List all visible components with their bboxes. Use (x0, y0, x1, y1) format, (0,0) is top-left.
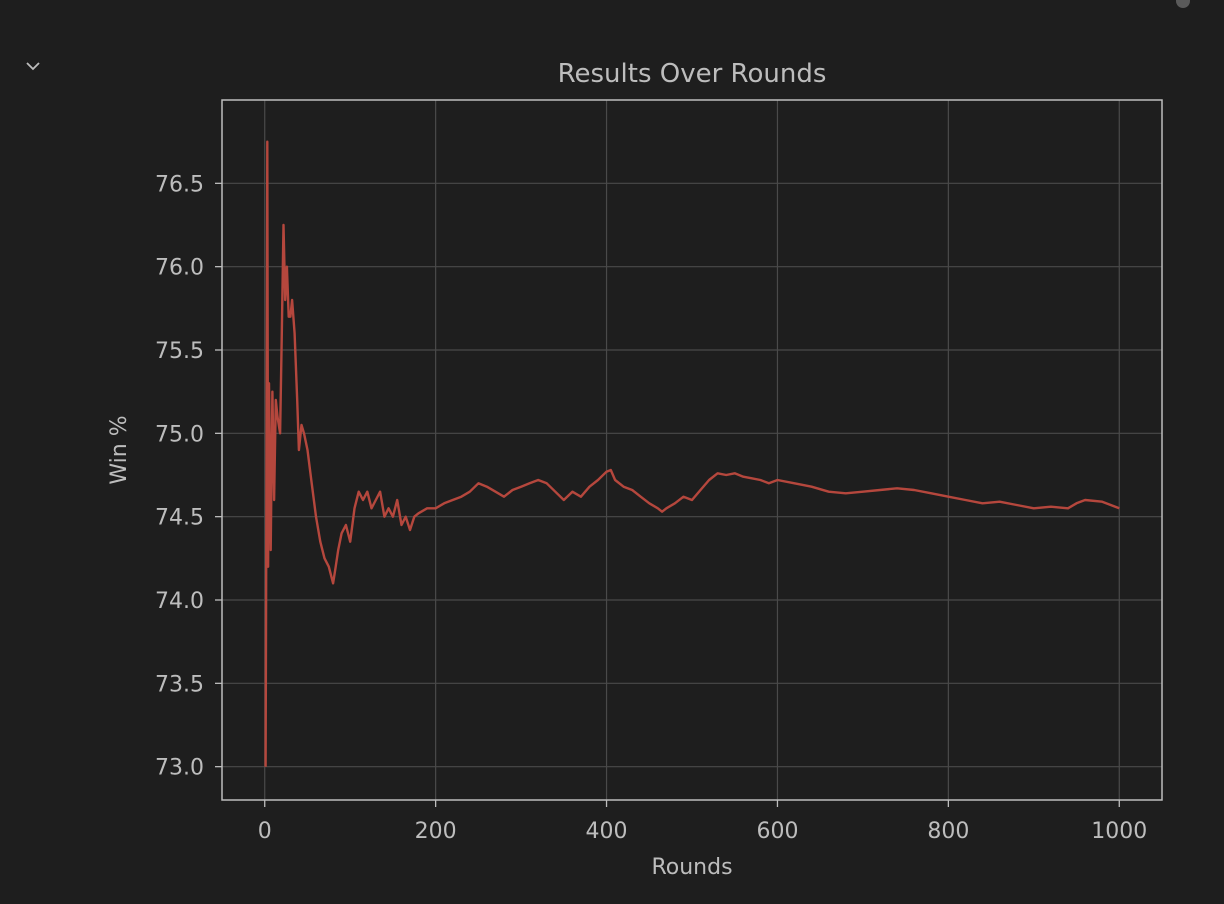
y-axis-label: Win % (107, 415, 132, 484)
y-tick-label: 73.5 (155, 672, 204, 697)
y-tick-label: 74.5 (155, 506, 204, 531)
plot-frame (221, 99, 1163, 801)
x-tick-label: 600 (756, 819, 798, 844)
y-tick-label: 76.0 (155, 256, 204, 281)
series-line (264, 140, 1120, 767)
x-tick-label: 1000 (1091, 819, 1147, 844)
x-axis-label: Rounds (651, 855, 732, 880)
x-tick-label: 400 (586, 819, 628, 844)
axis-ticks: 0 200 400 600 800 1000 73.0 73.5 74.0 74.5 75.0 75.… (155, 172, 1147, 844)
y-tick-label: 75.5 (155, 339, 204, 364)
x-tick-label: 200 (415, 819, 457, 844)
y-tick-label: 73.0 (155, 756, 204, 781)
x-tick-label: 0 (258, 819, 272, 844)
y-tick-label: 74.0 (155, 589, 204, 614)
chevron-down-icon (26, 62, 40, 71)
scrollbar-thumb[interactable] (1176, 0, 1190, 8)
y-tick-label: 76.5 (155, 172, 204, 197)
chart-grid (222, 100, 1162, 800)
collapse-output-toggle[interactable] (22, 56, 44, 76)
x-tick-label: 800 (927, 819, 969, 844)
y-tick-label: 75.0 (155, 422, 204, 447)
chart-title: Results Over Rounds (558, 59, 827, 89)
